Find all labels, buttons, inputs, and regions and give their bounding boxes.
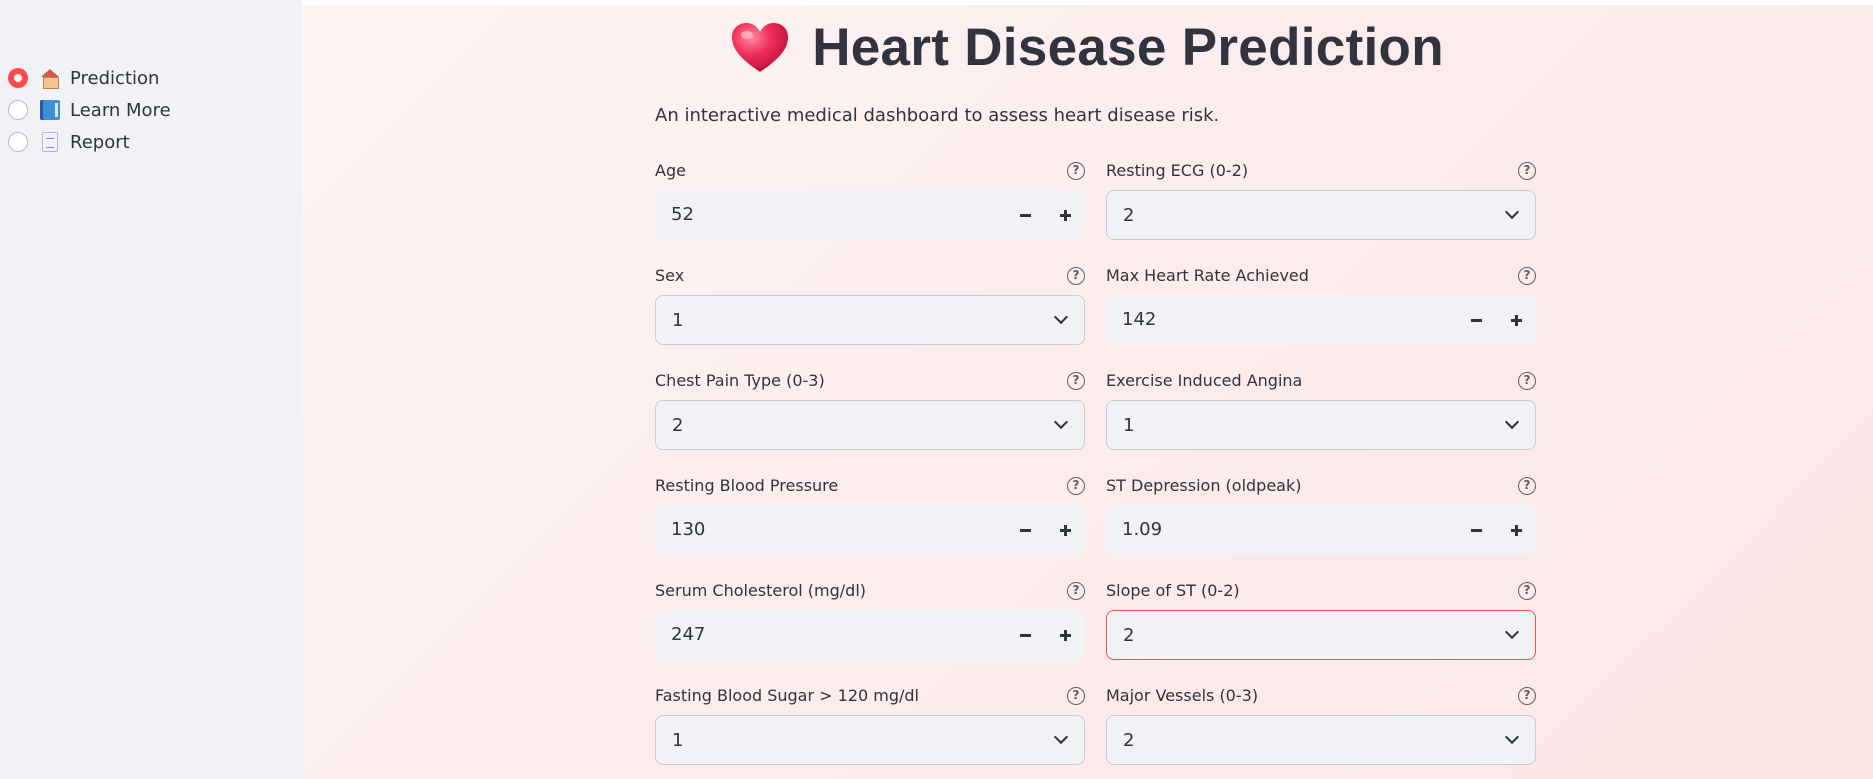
decrement-button[interactable] (1456, 505, 1496, 555)
heart-icon (732, 22, 789, 72)
increment-button[interactable] (1496, 505, 1536, 555)
help-icon[interactable]: ? (1518, 162, 1536, 180)
help-icon[interactable]: ? (1067, 687, 1085, 705)
field-label: Fasting Blood Sugar > 120 mg/dl (655, 686, 919, 705)
radio-unselected-icon[interactable] (8, 132, 28, 152)
nav-item-report[interactable]: Report (8, 126, 171, 158)
serum-cholesterol-field: Serum Cholesterol (mg/dl) ? 247 (655, 580, 1085, 660)
select-value: 1 (1123, 415, 1135, 436)
major-vessels-field: Major Vessels (0-3) ? 2 (1106, 685, 1536, 765)
input-value[interactable]: 130 (671, 519, 706, 540)
book-icon (40, 100, 60, 120)
nav-label-prediction: Prediction (70, 67, 160, 89)
sex-field: Sex ? 1 (655, 265, 1085, 345)
resting-blood-pressure-number-input[interactable]: 130 (655, 505, 1085, 555)
exercise-induced-angina-field: Exercise Induced Angina ? 1 (1106, 370, 1536, 450)
help-icon[interactable]: ? (1067, 477, 1085, 495)
input-value[interactable]: 52 (671, 204, 694, 225)
increment-button[interactable] (1045, 610, 1085, 660)
resting-ecg-select[interactable]: 2 (1106, 190, 1536, 240)
help-icon[interactable]: ? (1518, 267, 1536, 285)
slope-of-st-select[interactable]: 2 (1106, 610, 1536, 660)
help-icon[interactable]: ? (1067, 372, 1085, 390)
field-label: ST Depression (oldpeak) (1106, 476, 1302, 495)
fasting-blood-sugar-select[interactable]: 1 (655, 715, 1085, 765)
page-title: Heart Disease Prediction (812, 18, 1444, 77)
house-icon (40, 68, 60, 89)
select-value: 2 (1123, 205, 1135, 226)
help-icon[interactable]: ? (1067, 162, 1085, 180)
field-label: Major Vessels (0-3) (1106, 686, 1259, 705)
input-value[interactable]: 142 (1122, 309, 1157, 330)
select-value: 2 (1123, 625, 1135, 646)
chevron-down-icon[interactable] (1053, 414, 1069, 430)
decrement-button[interactable] (1005, 610, 1045, 660)
field-label: Age (655, 161, 686, 180)
page-icon (42, 132, 58, 152)
chest-pain-type-field: Chest Pain Type (0-3) ? 2 (655, 370, 1085, 450)
exercise-induced-angina-select[interactable]: 1 (1106, 400, 1536, 450)
increment-button[interactable] (1045, 190, 1085, 240)
radio-unselected-icon[interactable] (8, 100, 28, 120)
fasting-blood-sugar-field: Fasting Blood Sugar > 120 mg/dl ? 1 (655, 685, 1085, 765)
major-vessels-select[interactable]: 2 (1106, 715, 1536, 765)
help-icon[interactable]: ? (1518, 582, 1536, 600)
nav-item-prediction[interactable]: Prediction (8, 62, 171, 94)
field-label: Slope of ST (0-2) (1106, 581, 1240, 600)
nav-label-report: Report (70, 131, 130, 153)
field-label: Resting Blood Pressure (655, 476, 839, 495)
field-label: Sex (655, 266, 685, 285)
age-number-input[interactable]: 52 (655, 190, 1085, 240)
field-label: Serum Cholesterol (mg/dl) (655, 581, 866, 600)
page-navigation-radio-group: Prediction Learn More Report (8, 62, 171, 158)
serum-cholesterol-number-input[interactable]: 247 (655, 610, 1085, 660)
page-header: Heart Disease Prediction (302, 17, 1873, 78)
select-value: 1 (672, 310, 684, 331)
radio-selected-icon[interactable] (8, 68, 28, 88)
field-label: Max Heart Rate Achieved (1106, 266, 1309, 285)
help-icon[interactable]: ? (1067, 582, 1085, 600)
help-icon[interactable]: ? (1518, 372, 1536, 390)
nav-item-learn-more[interactable]: Learn More (8, 94, 171, 126)
chevron-down-icon[interactable] (1053, 729, 1069, 745)
decrement-button[interactable] (1456, 295, 1496, 345)
decrement-button[interactable] (1005, 190, 1045, 240)
page-subtitle: An interactive medical dashboard to asse… (655, 105, 1220, 126)
field-label: Exercise Induced Angina (1106, 371, 1303, 390)
chest-pain-type-select[interactable]: 2 (655, 400, 1085, 450)
field-label: Chest Pain Type (0-3) (655, 371, 825, 390)
sex-select[interactable]: 1 (655, 295, 1085, 345)
st-depression-field: ST Depression (oldpeak) ? 1.09 (1106, 475, 1536, 555)
top-bar (0, 0, 1873, 5)
chevron-down-icon[interactable] (1053, 309, 1069, 325)
help-icon[interactable]: ? (1067, 267, 1085, 285)
decrement-button[interactable] (1005, 505, 1045, 555)
nav-label-learn-more: Learn More (70, 99, 171, 121)
st-depression-number-input[interactable]: 1.09 (1106, 505, 1536, 555)
slope-of-st-field: Slope of ST (0-2) ? 2 (1106, 580, 1536, 660)
chevron-down-icon[interactable] (1504, 204, 1520, 220)
select-value: 2 (672, 415, 684, 436)
help-icon[interactable]: ? (1518, 687, 1536, 705)
increment-button[interactable] (1045, 505, 1085, 555)
input-value[interactable]: 247 (671, 624, 706, 645)
sidebar: Prediction Learn More Report (0, 0, 302, 779)
chevron-down-icon[interactable] (1504, 624, 1520, 640)
help-icon[interactable]: ? (1518, 477, 1536, 495)
increment-button[interactable] (1496, 295, 1536, 345)
max-heart-rate-number-input[interactable]: 142 (1106, 295, 1536, 345)
max-heart-rate-field: Max Heart Rate Achieved ? 142 (1106, 265, 1536, 345)
select-value: 1 (672, 730, 684, 751)
select-value: 2 (1123, 730, 1135, 751)
chevron-down-icon[interactable] (1504, 729, 1520, 745)
chevron-down-icon[interactable] (1504, 414, 1520, 430)
resting-ecg-field: Resting ECG (0-2) ? 2 (1106, 160, 1536, 240)
age-field: Age ? 52 (655, 160, 1085, 240)
main-content: Heart Disease Prediction An interactive … (302, 5, 1873, 779)
resting-blood-pressure-field: Resting Blood Pressure ? 130 (655, 475, 1085, 555)
field-label: Resting ECG (0-2) (1106, 161, 1249, 180)
input-value[interactable]: 1.09 (1122, 519, 1163, 540)
